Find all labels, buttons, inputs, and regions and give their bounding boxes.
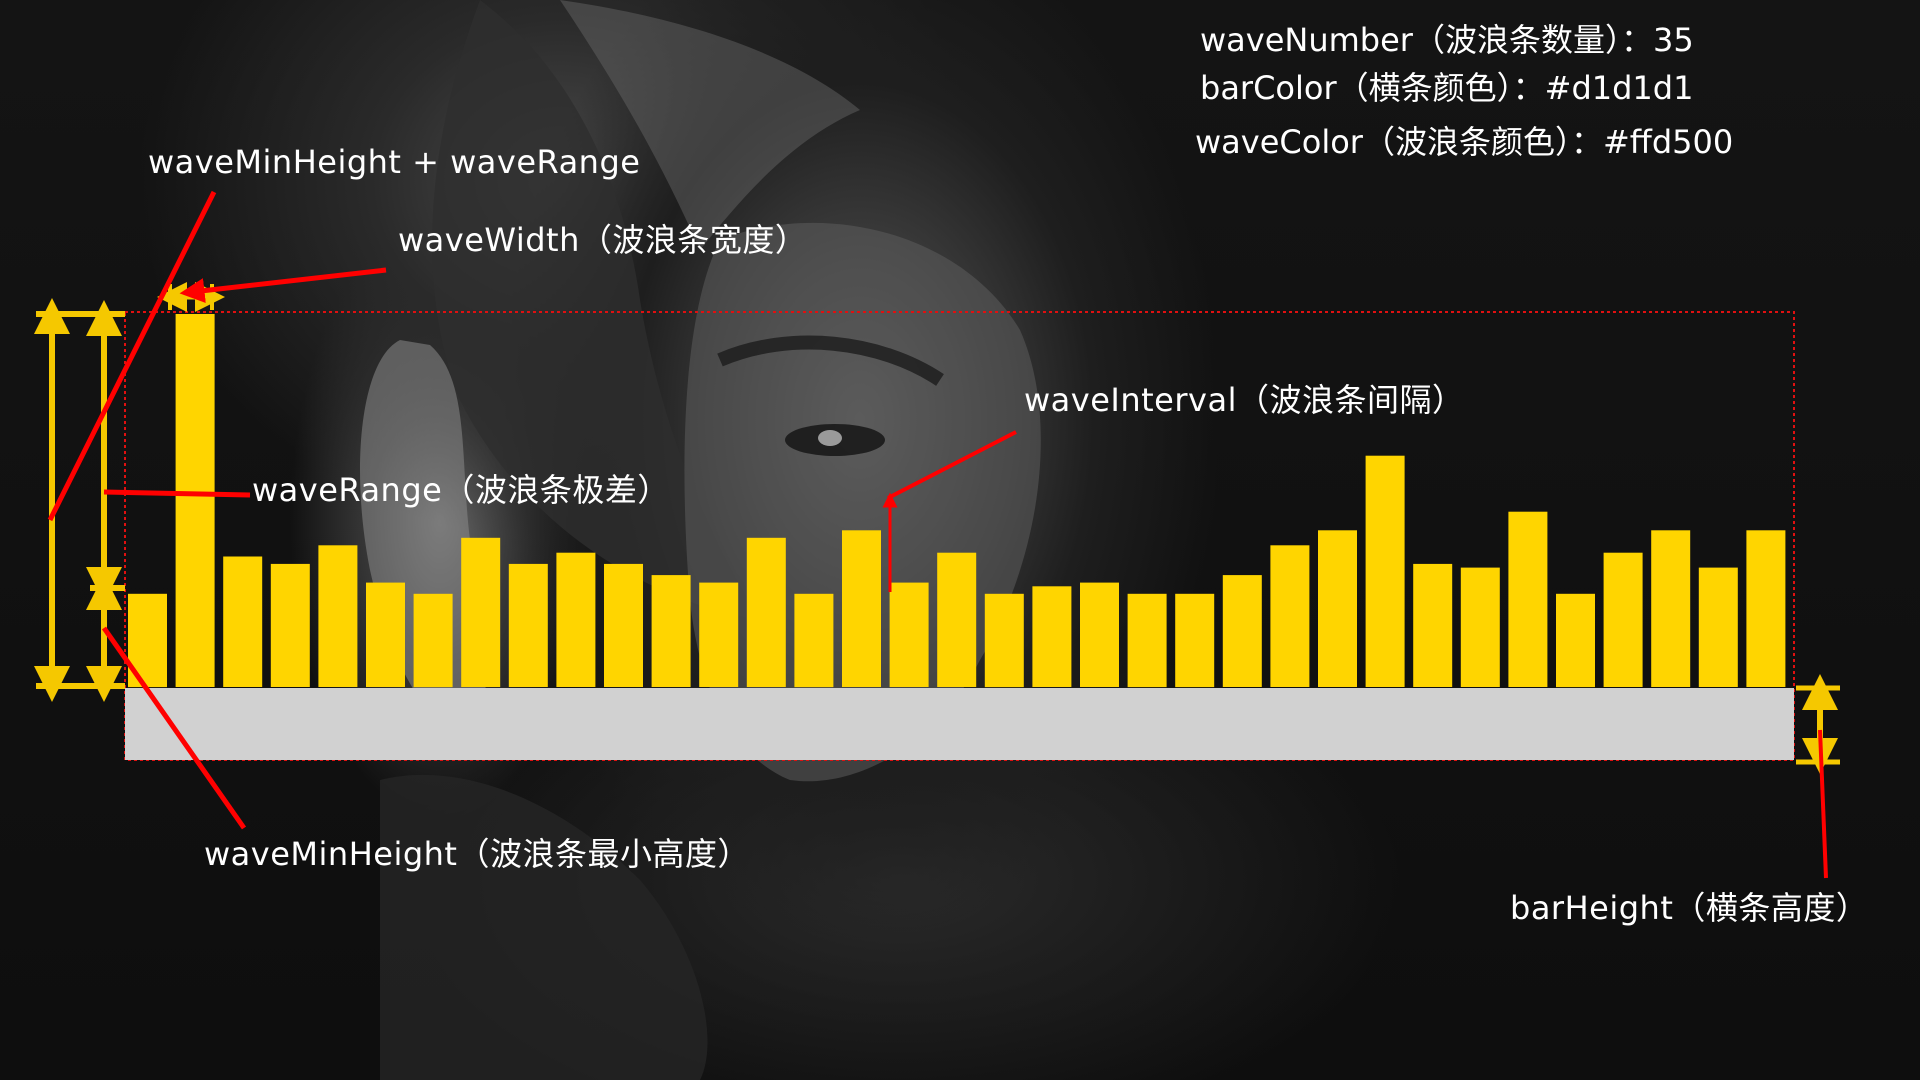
leader-wave-interval: [887, 430, 1017, 500]
label-min-plus-range: waveMinHeight + waveRange: [148, 143, 641, 181]
leader-wave-width: [179, 267, 387, 304]
wave-bar: [1032, 586, 1072, 687]
leader-wave-range: [103, 489, 251, 498]
wave-bar: [699, 582, 739, 687]
leader-bar-height: [1818, 729, 1828, 879]
leader-wave-min-height: [101, 626, 247, 830]
wave-bar: [1698, 567, 1738, 687]
wave-bar: [1413, 563, 1453, 687]
wave-bar: [1365, 455, 1405, 687]
leader-min-plus-range: [47, 190, 217, 522]
wave-bar: [175, 314, 215, 687]
wave-bar: [1080, 582, 1119, 687]
label-bar-height: barHeight（横条高度）: [1510, 889, 1869, 927]
wave-bar: [1508, 511, 1548, 687]
wave-bar: [1651, 530, 1691, 687]
wave-bar: [937, 552, 977, 687]
hair-highlight: [560, 0, 860, 250]
wave-bar: [1270, 545, 1310, 687]
label-wave-interval: waveInterval（波浪条间隔）: [1024, 381, 1465, 419]
label-wave-width: waveWidth（波浪条宽度）: [398, 221, 808, 259]
wave-bar: [318, 545, 358, 687]
info-wave-color: waveColor（波浪条颜色）：#ffd500: [1195, 123, 1734, 161]
wave-bar: [270, 563, 310, 687]
wave-bar: [651, 575, 691, 687]
wave-bar: [508, 563, 548, 687]
info-bar-color: barColor（横条颜色）：#d1d1d1: [1200, 69, 1694, 107]
wave-bar: [889, 582, 929, 687]
wave-bar: [842, 530, 881, 687]
wave-bar: [1556, 593, 1595, 688]
wave-bar: [1603, 552, 1643, 687]
horizontal-bar: [125, 688, 1794, 760]
wave-bar: [366, 582, 405, 687]
wave-bar: [556, 552, 596, 687]
info-wave-number: waveNumber（波浪条数量）：35: [1200, 21, 1694, 59]
label-wave-min-height: waveMinHeight（波浪条最小高度）: [204, 835, 750, 873]
wave-bars: [128, 314, 1786, 688]
wave-bar: [461, 537, 501, 687]
wave-bar: [223, 556, 263, 687]
bounding-box: [124, 311, 1795, 761]
hand-shape: [380, 774, 708, 1080]
eye-highlight: [818, 430, 842, 446]
wave-bar: [1318, 530, 1357, 687]
eyebrow-shape: [717, 335, 944, 386]
wave-bar: [794, 593, 834, 688]
wave-bar: [1175, 593, 1215, 688]
wave-bar: [1746, 530, 1786, 687]
wave-bar: [604, 563, 643, 687]
wave-bar: [413, 593, 453, 688]
wave-bar: [1127, 593, 1167, 688]
wave-bar: [984, 593, 1024, 688]
wave-bar: [1460, 567, 1500, 687]
label-wave-range: waveRange（波浪条极差）: [252, 471, 670, 509]
hair-shape: [432, 0, 760, 620]
wave-bar: [1222, 575, 1262, 687]
wave-bar: [746, 537, 786, 687]
